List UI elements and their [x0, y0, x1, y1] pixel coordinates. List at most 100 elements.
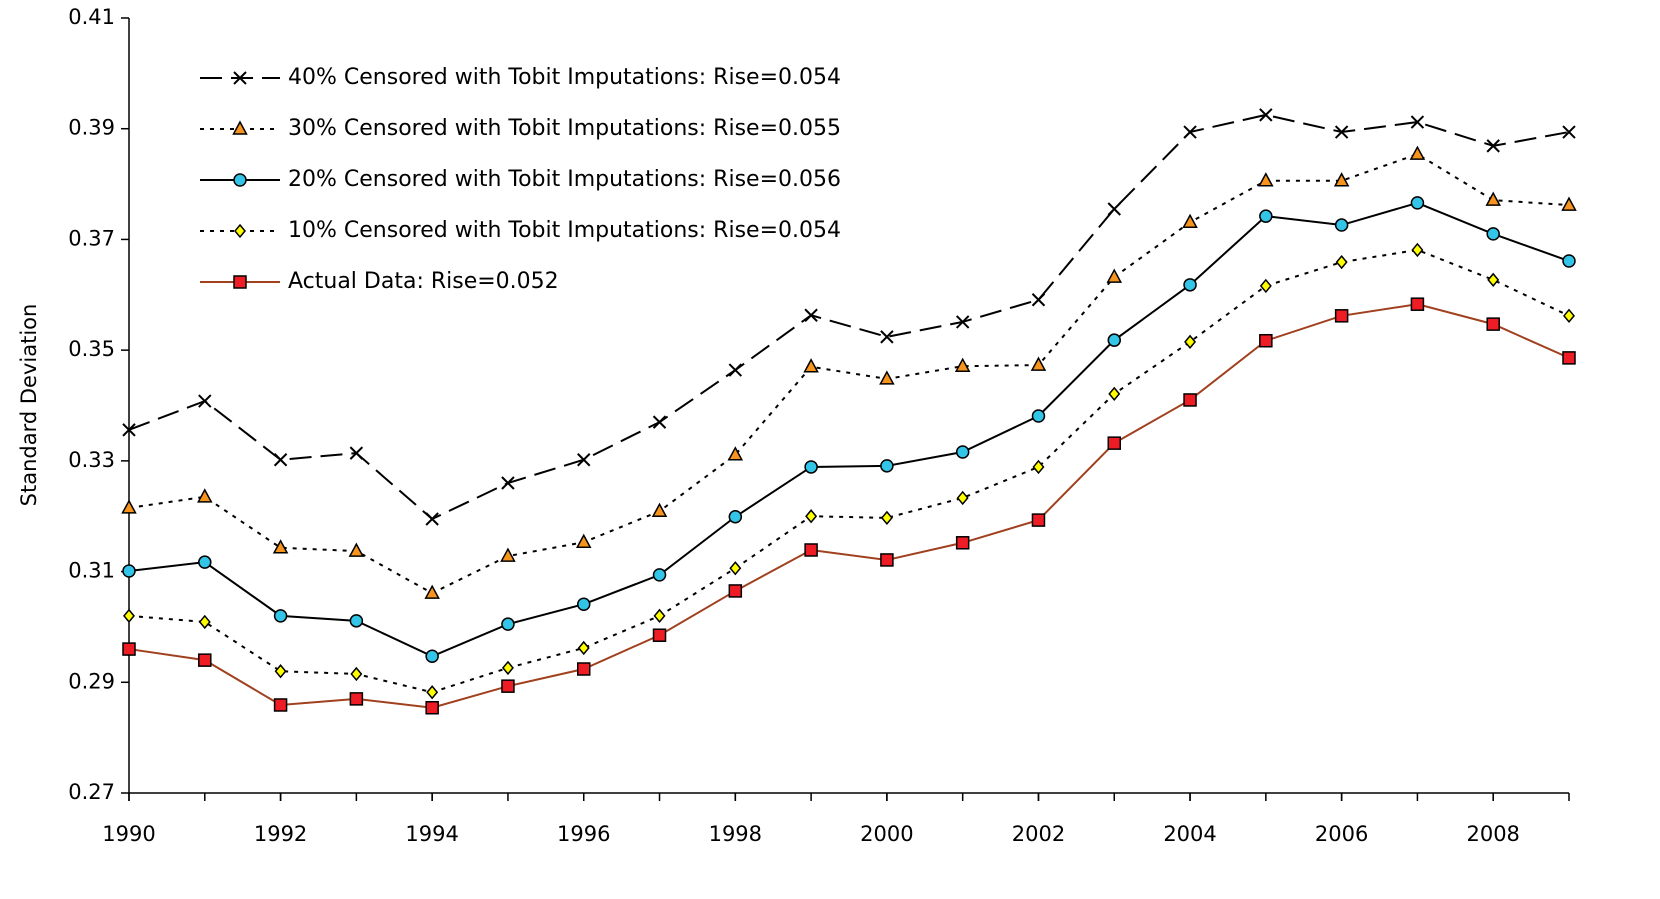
marker-x [1031, 293, 1046, 307]
marker-circle [1486, 227, 1500, 241]
marker-x [122, 423, 136, 437]
legend-label: Actual Data: Rise=0.052 [288, 269, 559, 294]
marker-circle [880, 459, 894, 473]
marker-diamond [234, 223, 246, 239]
marker-triangle [1182, 213, 1198, 229]
marker-triangle [272, 539, 289, 554]
marker-diamond [1335, 254, 1348, 270]
marker-triangle [575, 533, 592, 548]
marker-x [1486, 139, 1500, 153]
x-tick-label: 1992 [254, 822, 307, 846]
series-line [128, 113, 1570, 521]
marker-x [1183, 125, 1197, 139]
y-tick-label: 0.27 [68, 780, 115, 804]
marker-triangle [500, 547, 516, 562]
marker-square [1183, 393, 1197, 407]
marker-triangle [121, 499, 137, 514]
marker-x [501, 476, 515, 490]
y-tick-label: 0.29 [68, 669, 115, 693]
marker-x [728, 363, 743, 377]
marker-x [1334, 125, 1349, 139]
marker-circle [198, 555, 212, 569]
marker-circle [804, 460, 818, 474]
marker-triangle [348, 542, 365, 557]
marker-triangle [954, 357, 971, 372]
marker-x [425, 512, 439, 526]
x-tick-label: 1994 [405, 822, 458, 846]
legend-label: 10% Censored with Tobit Imputations: Ris… [288, 218, 841, 243]
marker-square [1259, 333, 1273, 348]
marker-x [1107, 202, 1121, 216]
marker-circle [1562, 254, 1576, 268]
marker-square [652, 628, 667, 642]
marker-x [804, 308, 818, 322]
marker-triangle [232, 120, 248, 135]
marker-diamond [426, 685, 439, 700]
marker-triangle [1409, 145, 1426, 160]
marker-circle [1410, 196, 1425, 210]
marker-circle [955, 445, 970, 459]
series-line [128, 201, 1570, 658]
marker-circle [652, 568, 667, 582]
marker-x [955, 315, 970, 329]
marker-square [728, 584, 743, 598]
marker-triangle [727, 446, 744, 461]
marker-diamond [501, 660, 514, 676]
marker-square [880, 553, 894, 567]
y-tick-label: 0.41 [68, 5, 115, 29]
marker-triangle [1106, 268, 1123, 283]
marker-triangle [1333, 172, 1350, 187]
marker-x [652, 415, 667, 429]
marker-x [1410, 115, 1425, 129]
marker-diamond [198, 614, 211, 630]
marker-square [576, 662, 591, 676]
y-tick-label: 0.37 [68, 226, 115, 250]
marker-triangle [197, 488, 213, 503]
legend-label: 20% Censored with Tobit Imputations: Ris… [288, 167, 841, 192]
marker-triangle [803, 358, 819, 373]
marker-diamond [274, 664, 287, 679]
marker-triangle [651, 502, 668, 517]
marker-circle [1107, 333, 1122, 347]
marker-circle [122, 564, 136, 578]
marker-x [1562, 125, 1576, 139]
x-tick-label: 2006 [1315, 822, 1368, 846]
marker-square [1410, 297, 1425, 311]
marker-square [1031, 513, 1046, 527]
marker-circle [1183, 278, 1197, 292]
marker-square [804, 543, 818, 557]
marker-square [1334, 309, 1349, 323]
x-tick-label: 1996 [557, 822, 610, 846]
marker-triangle [424, 584, 440, 599]
legend-label: 30% Censored with Tobit Imputations: Ris… [288, 116, 841, 141]
marker-circle [501, 617, 515, 631]
marker-circle [273, 609, 288, 623]
series-line [128, 303, 1570, 709]
marker-x [198, 394, 212, 408]
x-tick-label: 2002 [1012, 822, 1065, 846]
marker-x [880, 330, 894, 344]
x-tick-label: 2004 [1163, 822, 1216, 846]
marker-triangle [1258, 172, 1274, 187]
marker-square [1486, 317, 1500, 331]
marker-diamond [350, 666, 363, 682]
marker-circle [233, 173, 247, 187]
marker-diamond [729, 561, 742, 576]
marker-diamond [1487, 272, 1500, 288]
marker-square [233, 275, 247, 289]
marker-diamond [1563, 308, 1575, 323]
marker-x [349, 446, 364, 460]
y-tick-label: 0.39 [68, 116, 115, 140]
marker-circle [1334, 218, 1349, 232]
marker-square [425, 701, 439, 715]
x-tick-label: 1990 [102, 822, 155, 846]
marker-diamond [1259, 278, 1272, 294]
series-line [128, 248, 1570, 694]
y-tick-label: 0.31 [68, 559, 115, 583]
marker-x [233, 71, 247, 85]
y-axis-label: Standard Deviation [17, 304, 41, 507]
marker-diamond [1184, 334, 1197, 350]
x-tick-label: 2008 [1466, 822, 1519, 846]
y-tick-label: 0.35 [68, 337, 115, 361]
marker-diamond [1108, 386, 1121, 402]
